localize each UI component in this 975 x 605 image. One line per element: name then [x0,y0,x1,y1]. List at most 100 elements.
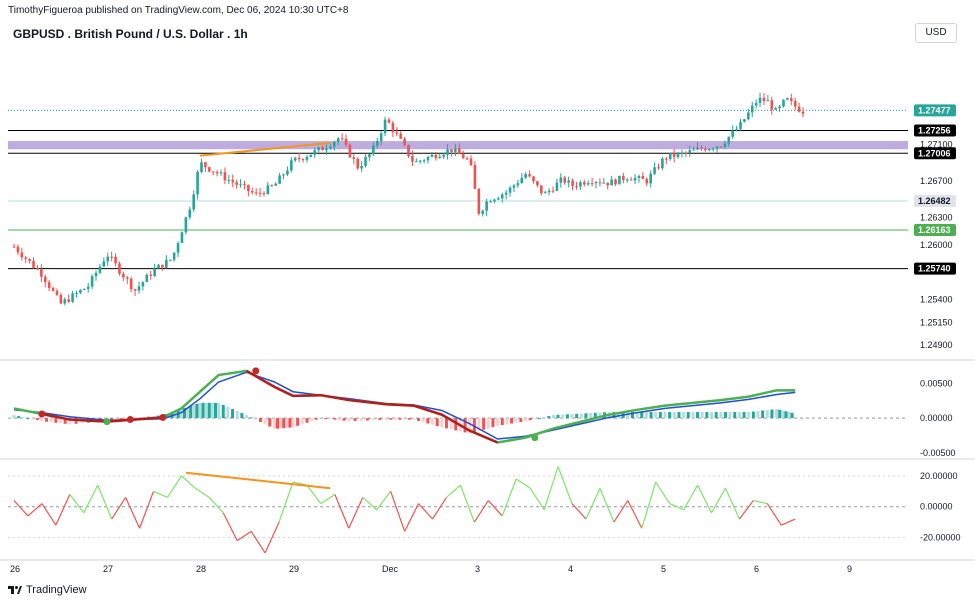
macd-histogram-bar [486,418,490,429]
oscillator-segment [404,503,420,532]
macd-histogram-bar [778,409,782,419]
time-tick-label: 26 [10,564,20,574]
candle-body [680,152,684,154]
macd-histogram-bar [533,418,537,420]
macd-histogram-bar [263,418,267,425]
macd-histogram-bar [477,418,481,431]
candle-body [348,144,352,158]
candle-body [559,177,563,183]
oscillator-segment [599,487,615,523]
macd-histogram-bar [542,417,546,419]
candle-body [477,188,481,214]
candle-body [512,185,516,188]
macd-histogram-bar [407,418,411,420]
candle-body [16,246,20,253]
candle-body [270,185,274,187]
macd-histogram-bar [589,413,593,419]
oscillator-segment [111,497,127,520]
candle-body [481,210,485,214]
macd-tick-label: 0.00000 [920,413,953,423]
candle-body [735,129,738,131]
candle-body [700,147,703,149]
candle-body [684,152,688,154]
candle-body [254,192,258,194]
level-badge-bg [914,262,956,275]
candle-body [133,289,137,291]
candle-body [653,167,656,174]
macd-histogram-bar [561,414,565,419]
price-tick-label: 1.26000 [920,240,953,250]
candle-body [778,106,781,109]
oscillator-segment [55,494,71,526]
macd-histogram-bar [296,418,300,426]
macd-histogram-bar [579,413,583,419]
macd-histogram-bar [398,418,402,420]
candle-body [403,138,406,145]
candle-body [426,156,430,161]
candle-body [676,153,680,158]
macd-histogram-bar [444,418,448,429]
oscillator-segment [320,493,336,505]
macd-histogram-bar [226,406,230,419]
candle-body [750,105,754,113]
macd-histogram-bar [556,414,560,419]
macd-cross-dot [531,434,539,442]
symbol-title: GBPUSD . British Pound / U.S. Dollar . 1… [13,27,248,41]
candle-body [208,167,211,172]
candle-body [543,192,547,194]
trendlines [199,141,331,157]
oscillator-segment [166,475,182,498]
oscillator-segment [571,503,587,520]
candle-body [180,232,184,244]
macd-histogram-bar [626,412,630,419]
macd-histogram-bar [68,418,72,425]
macd-histogram-bar [268,418,272,427]
macd-histogram-bar [201,402,205,419]
macd-histogram-bar [26,418,30,420]
price-tick-label: 1.25150 [920,317,953,327]
macd-histogram-bar [751,411,755,419]
oscillator-segment [362,496,378,511]
candle-body [368,154,371,158]
price-tick-label: 1.25400 [920,295,953,305]
level-badge: 1.26482 [918,196,951,206]
price-axis: 1.27100 1.26700 1.26300 1.26000 1.25400 1.251… [914,104,961,543]
time-tick-label: 27 [103,564,113,574]
candle-body [606,182,610,186]
candle-body [485,201,488,211]
candle-body [770,100,774,110]
currency-button[interactable]: USD [915,23,957,43]
tradingview-footer: TradingView [8,584,87,596]
candle-body [364,157,367,167]
candle-body [286,170,289,175]
macd-histogram-bar [17,416,21,419]
oscillator-segment [529,487,545,511]
candle-body [762,97,766,102]
macd-histogram-bar [505,418,509,425]
macd-histogram-bar [300,418,304,425]
candle-body [598,182,602,184]
macd-histogram-bar [510,418,514,424]
candle-body [446,149,449,155]
macd-histogram-bar [272,418,276,429]
macd-histogram-bar [519,418,523,422]
macd-histogram-bar [12,415,16,419]
time-tick-label: 3 [475,564,480,574]
candle-body [192,194,195,210]
macd-histogram-bar [210,402,214,419]
oscillator-segment [138,491,155,529]
candle-body [688,150,692,153]
oscillator-segment [376,490,392,511]
macd-histogram-bar [435,418,439,427]
candle-body [645,179,649,184]
oscillator-segment [13,500,29,517]
macd-histogram-bar [528,418,532,421]
macd-histogram-bar [640,412,644,419]
candle-body [793,100,797,107]
candle-body [618,175,621,185]
candle-body [149,274,153,276]
candle-body [55,290,59,295]
time-tick-label: 5 [661,564,666,574]
candle-body [325,148,328,151]
